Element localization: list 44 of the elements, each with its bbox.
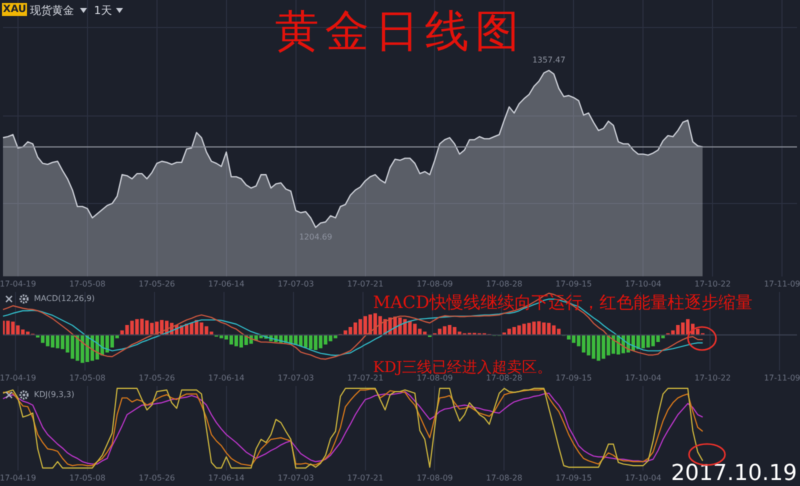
x-tick-label: 17-08-28 [486,279,522,288]
x-tick-label: 17-10-04 [625,473,662,482]
x-tick-label: 17-11-09 [764,373,800,382]
x-tick-label: 17-07-21 [347,373,384,382]
x-tick-label: 17-10-04 [625,279,662,288]
data-label: 1204.69 [299,232,332,242]
chart-title: MACD(12,26,9) [34,294,95,303]
x-tick-label: 17-05-08 [69,279,106,288]
annotation: 1天 [94,3,112,18]
x-tick-label: 17-08-09 [416,473,453,482]
x-tick-label: 17-04-19 [0,279,36,288]
chart-title: KDJ(9,3,3) [34,390,74,399]
x-tick-label: 17-10-04 [625,373,662,382]
x-tick-label: 17-06-14 [208,279,244,288]
x-tick-label: 17-05-26 [138,279,175,288]
x-tick-label: 17-05-26 [138,373,175,382]
x-tick-label: 17-10-22 [694,279,731,288]
x-tick-label: 17-07-21 [347,473,384,482]
x-tick-label: 17-07-03 [278,279,314,288]
x-tick-label: 17-08-09 [416,373,453,382]
annotation: 2017.10.19 [671,461,797,486]
x-tick-label: 17-04-19 [0,473,36,482]
x-tick-label: 17-08-09 [416,279,453,288]
x-tick-label: 17-05-08 [69,373,106,382]
x-tick-label: 17-06-14 [208,473,244,482]
x-tick-label: 17-10-22 [694,373,731,382]
x-tick-label: 17-07-03 [278,373,314,382]
x-tick-label: 17-05-08 [69,473,106,482]
x-tick-label: 17-05-26 [138,473,175,482]
x-tick-label: 17-04-19 [0,373,36,382]
x-tick-label: 17-07-21 [347,279,384,288]
x-tick-label: 17-11-09 [764,279,800,288]
x-tick-label: 17-07-03 [278,473,314,482]
x-tick-label: 17-08-28 [486,373,522,382]
x-tick-label: 17-09-15 [556,473,592,482]
annotation: KDJ三线已经进入超卖区。 [373,358,552,376]
data-label: 1357.47 [532,55,566,64]
x-tick-label: 17-08-28 [486,473,522,482]
annotation: XAU [2,3,28,16]
chart-title: 黄金日线图 [275,6,525,57]
x-tick-label: 17-09-15 [556,279,592,288]
annotation: 现货黄金 [30,3,74,18]
x-tick-label: 17-06-14 [208,373,244,382]
x-tick-label: 17-09-15 [556,373,592,382]
